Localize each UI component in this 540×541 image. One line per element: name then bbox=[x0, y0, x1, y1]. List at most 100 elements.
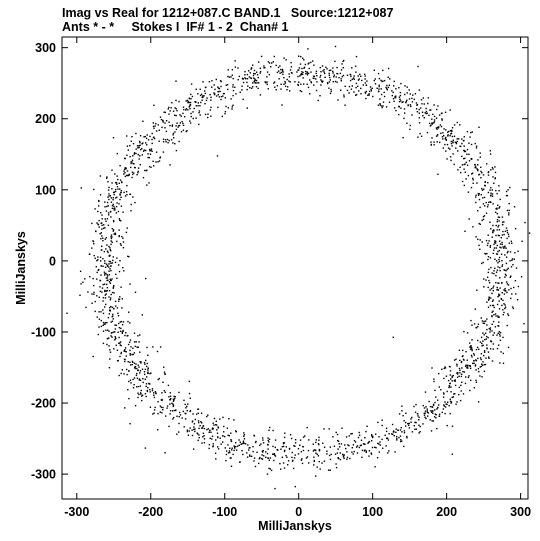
data-point bbox=[367, 94, 369, 96]
data-point bbox=[499, 287, 501, 289]
data-point bbox=[413, 425, 415, 427]
data-point bbox=[159, 411, 161, 413]
data-point bbox=[348, 92, 350, 94]
data-point bbox=[198, 437, 200, 439]
data-point bbox=[430, 430, 433, 432]
data-point bbox=[508, 235, 510, 238]
data-point bbox=[300, 459, 303, 461]
data-point bbox=[458, 138, 460, 140]
data-point bbox=[132, 387, 135, 389]
data-point bbox=[456, 140, 458, 143]
data-point bbox=[274, 86, 276, 88]
data-point bbox=[492, 299, 494, 301]
data-point bbox=[250, 67, 253, 69]
data-point bbox=[333, 74, 335, 76]
data-point bbox=[176, 109, 178, 112]
data-point bbox=[347, 444, 349, 446]
data-point bbox=[135, 132, 137, 135]
data-point bbox=[481, 320, 484, 322]
data-point bbox=[248, 449, 250, 451]
data-point bbox=[425, 112, 427, 115]
data-point bbox=[487, 174, 490, 176]
data-point bbox=[360, 444, 362, 446]
data-point bbox=[286, 89, 288, 91]
data-point bbox=[195, 105, 197, 107]
data-point bbox=[343, 59, 345, 62]
data-point bbox=[322, 80, 324, 82]
data-point bbox=[345, 436, 348, 438]
data-point bbox=[461, 381, 463, 383]
data-point bbox=[360, 439, 363, 441]
data-point bbox=[489, 153, 492, 155]
data-point bbox=[201, 422, 203, 424]
data-point bbox=[144, 378, 146, 380]
data-point bbox=[118, 229, 120, 231]
data-point bbox=[97, 269, 99, 271]
data-point bbox=[101, 222, 103, 224]
data-point bbox=[475, 381, 478, 383]
data-point bbox=[111, 182, 113, 184]
data-point bbox=[366, 80, 368, 82]
data-point bbox=[481, 241, 483, 243]
data-point bbox=[288, 73, 290, 75]
data-point bbox=[266, 452, 269, 455]
data-point bbox=[202, 436, 204, 438]
data-point bbox=[483, 370, 486, 373]
data-point bbox=[174, 396, 176, 398]
data-point bbox=[271, 62, 273, 64]
data-point bbox=[169, 110, 171, 112]
data-point bbox=[466, 359, 468, 361]
data-point bbox=[481, 219, 483, 222]
data-point bbox=[475, 236, 477, 238]
data-point bbox=[507, 313, 509, 315]
data-point bbox=[200, 93, 203, 96]
data-point bbox=[126, 170, 129, 172]
data-point bbox=[115, 324, 118, 326]
data-point bbox=[145, 149, 147, 152]
data-point bbox=[137, 147, 139, 149]
data-point bbox=[355, 94, 358, 96]
data-point bbox=[340, 80, 342, 82]
data-point bbox=[141, 147, 143, 150]
data-point bbox=[253, 457, 256, 459]
data-point bbox=[358, 90, 360, 92]
data-point bbox=[497, 325, 499, 327]
data-point bbox=[114, 300, 117, 303]
data-point bbox=[114, 182, 117, 184]
data-point bbox=[188, 430, 190, 432]
data-point bbox=[480, 170, 482, 173]
data-point bbox=[496, 207, 498, 209]
data-point bbox=[130, 203, 132, 206]
data-point bbox=[348, 435, 350, 437]
data-point bbox=[106, 176, 108, 178]
data-point bbox=[153, 137, 156, 140]
data-point bbox=[365, 90, 368, 93]
data-point bbox=[300, 55, 302, 58]
data-point bbox=[490, 169, 492, 171]
data-point bbox=[344, 104, 346, 106]
data-point bbox=[180, 131, 183, 133]
data-point bbox=[130, 346, 132, 348]
data-point bbox=[213, 417, 216, 420]
data-point bbox=[187, 101, 189, 104]
data-point bbox=[232, 77, 234, 80]
data-point bbox=[409, 128, 411, 131]
data-point bbox=[424, 412, 426, 414]
data-point bbox=[173, 409, 176, 412]
data-point bbox=[141, 143, 143, 145]
data-point bbox=[192, 111, 194, 113]
data-point bbox=[160, 406, 163, 409]
data-point bbox=[433, 380, 435, 383]
data-point bbox=[109, 260, 112, 263]
data-point bbox=[133, 152, 136, 154]
data-point bbox=[145, 383, 148, 385]
data-point bbox=[485, 212, 488, 214]
data-point bbox=[178, 100, 180, 103]
data-point bbox=[337, 439, 339, 442]
data-point bbox=[486, 276, 489, 278]
data-point bbox=[102, 237, 104, 239]
data-point bbox=[354, 441, 357, 443]
data-point bbox=[241, 443, 243, 445]
data-point bbox=[465, 376, 467, 378]
data-point bbox=[172, 134, 174, 136]
